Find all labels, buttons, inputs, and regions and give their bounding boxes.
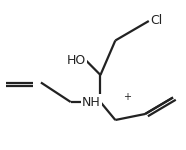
Text: Cl: Cl <box>151 15 163 27</box>
Text: HO: HO <box>66 54 86 66</box>
Text: +: + <box>123 92 131 102</box>
Text: NH: NH <box>82 96 100 108</box>
